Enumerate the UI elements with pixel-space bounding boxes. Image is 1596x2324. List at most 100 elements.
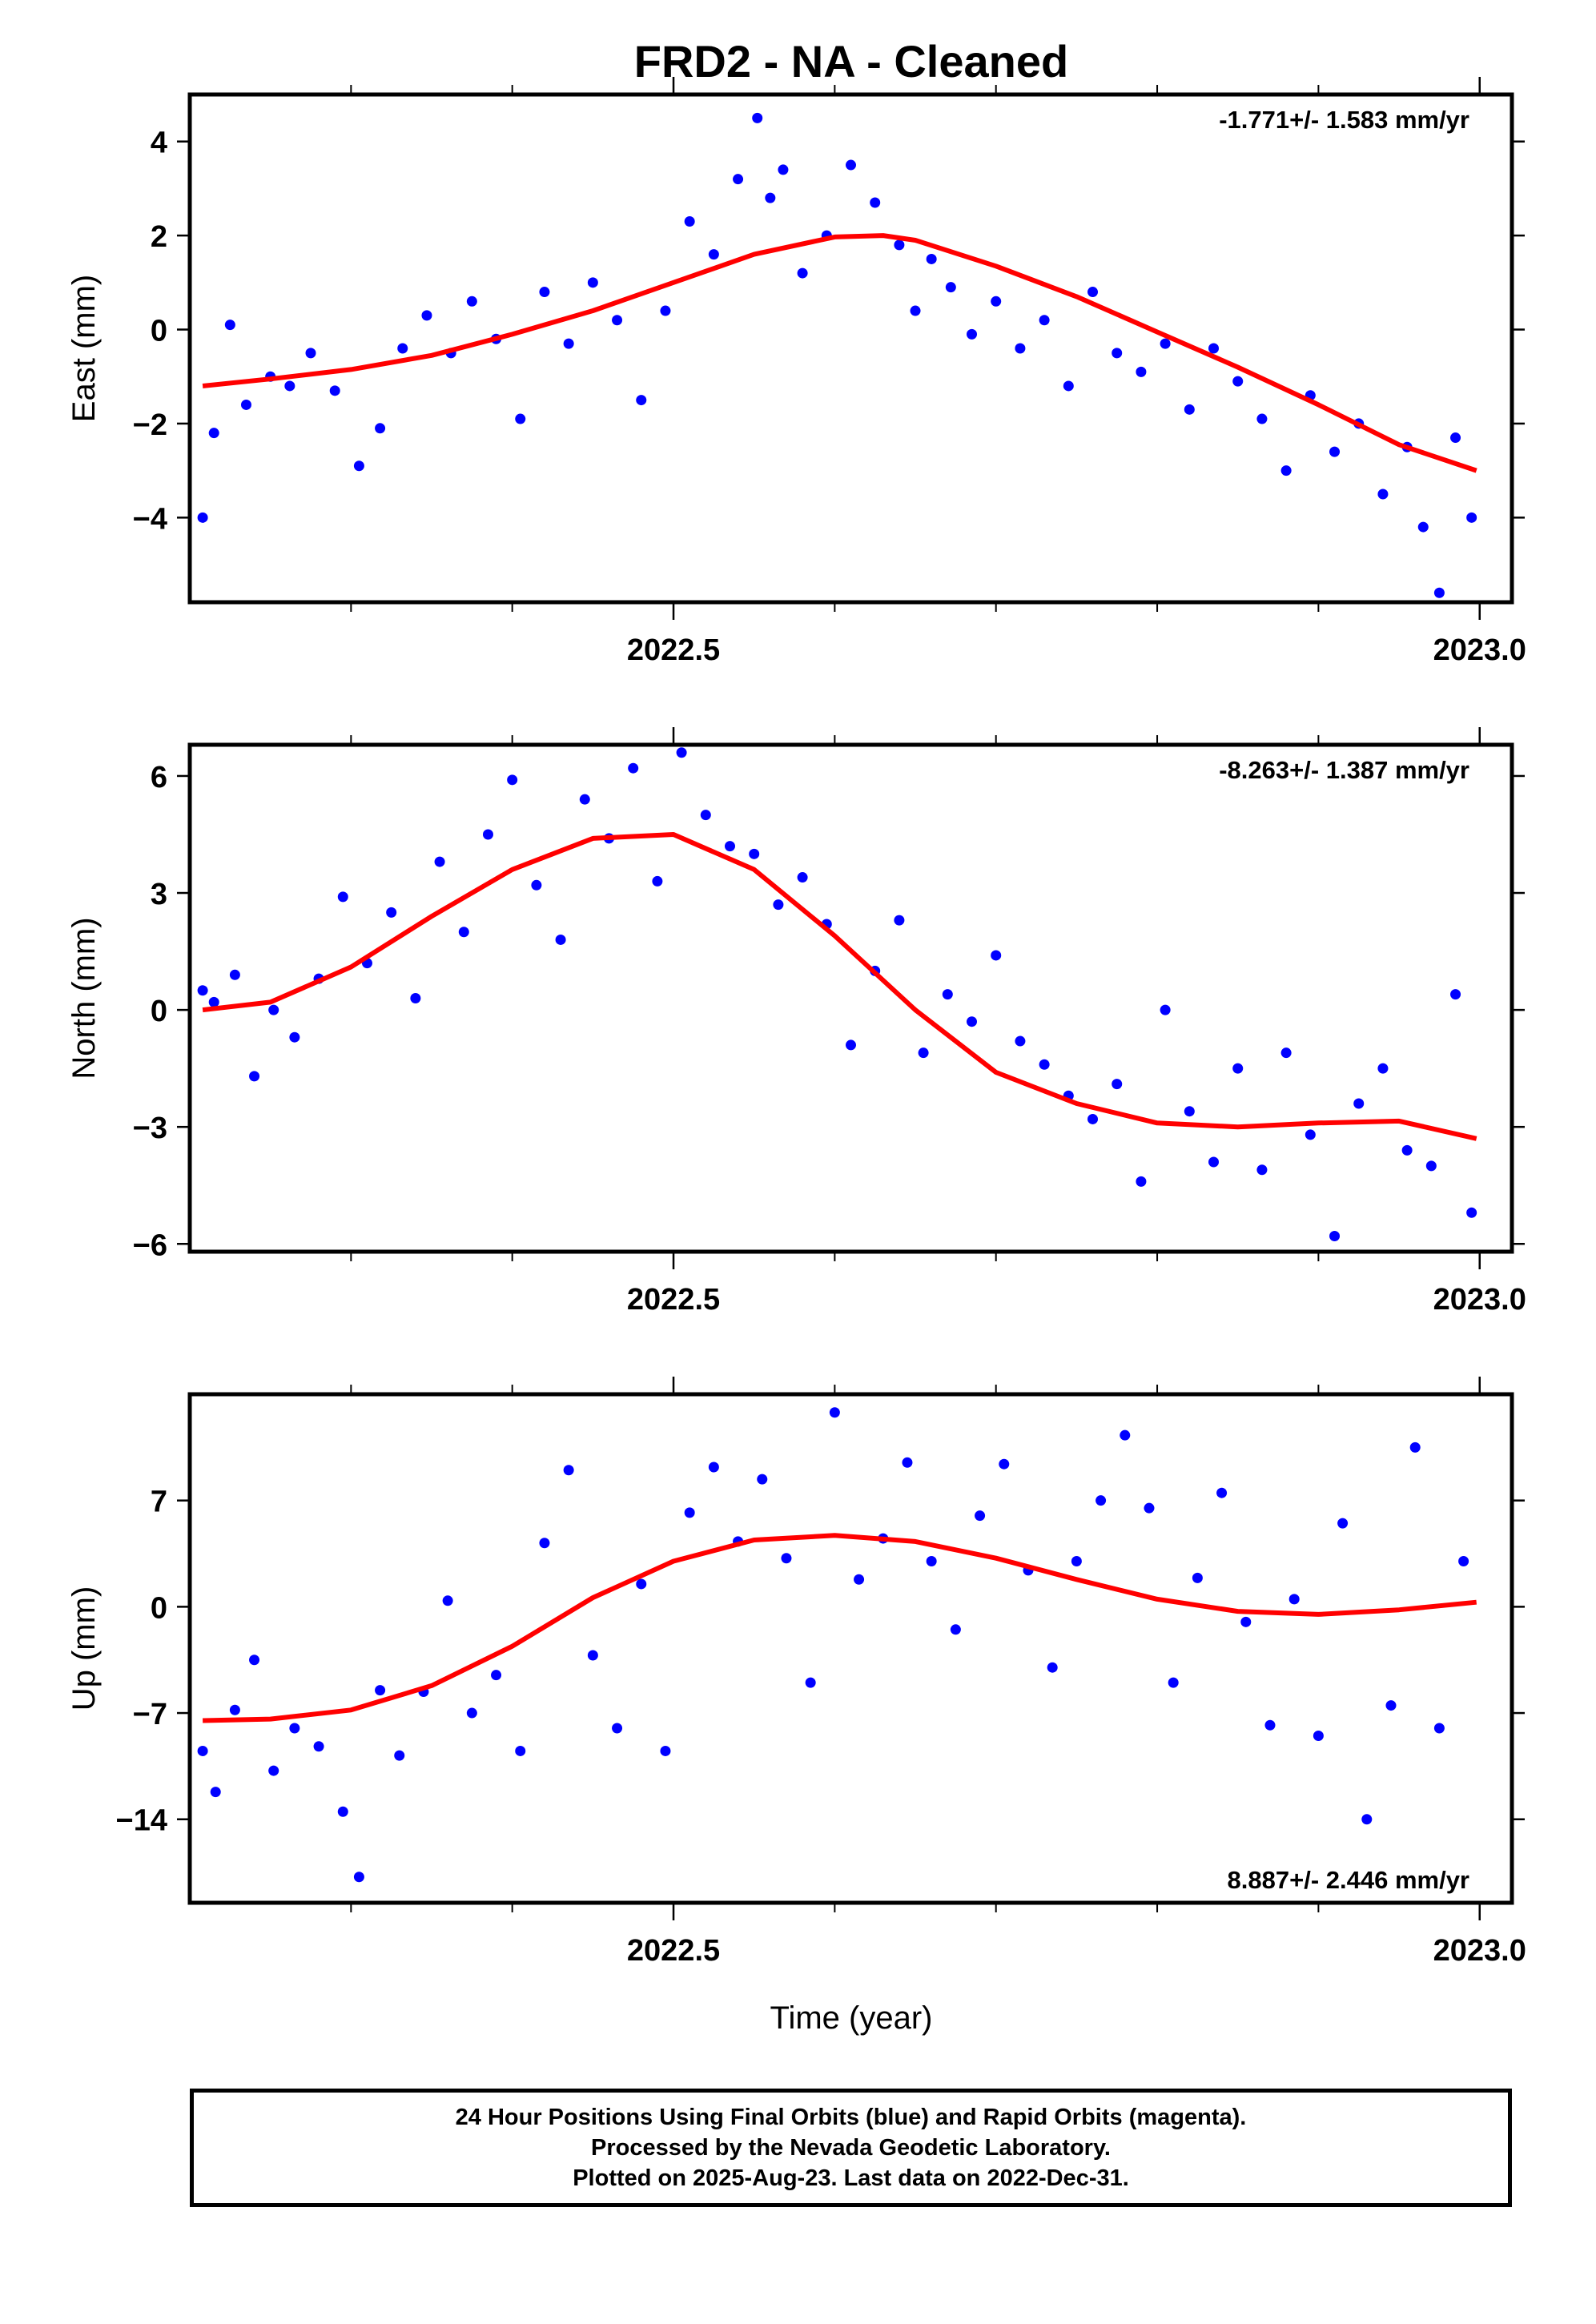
data-point bbox=[515, 1745, 526, 1756]
footer-box: 24 Hour Positions Using Final Orbits (bl… bbox=[190, 2089, 1512, 2207]
data-point bbox=[1458, 1556, 1469, 1567]
y-tick-label: −2 bbox=[133, 408, 167, 442]
y-axis-label: North (mm) bbox=[66, 917, 102, 1079]
data-point bbox=[1466, 512, 1477, 523]
x-tick-label: 2023.0 bbox=[1433, 633, 1526, 667]
data-point bbox=[926, 1556, 937, 1567]
data-point bbox=[1385, 1700, 1397, 1711]
data-point bbox=[765, 192, 776, 203]
footer-line-3: Plotted on 2025-Aug-23. Last data on 202… bbox=[573, 2165, 1129, 2191]
data-point bbox=[1232, 376, 1244, 387]
data-point bbox=[197, 1745, 208, 1756]
data-point bbox=[329, 385, 340, 396]
y-tick-label: 2 bbox=[151, 220, 167, 254]
data-point bbox=[579, 794, 590, 805]
x-tick-label: 2023.0 bbox=[1433, 1934, 1526, 1968]
data-point bbox=[210, 1787, 221, 1798]
footer-line-1: 24 Hour Positions Using Final Orbits (bl… bbox=[455, 2105, 1247, 2130]
data-point bbox=[684, 216, 695, 227]
data-point bbox=[918, 1047, 929, 1059]
rate-label: 8.887+/- 2.446 mm/yr bbox=[1228, 1866, 1469, 1894]
data-point bbox=[458, 927, 469, 938]
x-tick-label: 2022.5 bbox=[627, 633, 720, 667]
data-point bbox=[249, 1071, 260, 1082]
data-point bbox=[773, 899, 784, 911]
y-tick-label: −4 bbox=[133, 502, 167, 536]
data-point bbox=[708, 1462, 719, 1473]
y-tick-label: 7 bbox=[151, 1486, 167, 1519]
data-point bbox=[991, 296, 1002, 307]
data-point bbox=[1015, 1035, 1026, 1047]
y-axis-label: Up (mm) bbox=[66, 1586, 102, 1711]
data-point bbox=[1329, 446, 1341, 457]
data-point bbox=[197, 985, 208, 996]
y-tick-label: −14 bbox=[116, 1804, 167, 1838]
data-point bbox=[894, 915, 905, 926]
data-point bbox=[910, 305, 921, 316]
data-point bbox=[846, 1039, 856, 1051]
y-tick-label: 0 bbox=[151, 315, 167, 348]
data-point bbox=[466, 1707, 477, 1719]
y-tick-label: −3 bbox=[133, 1112, 167, 1145]
data-point bbox=[1184, 1106, 1195, 1117]
data-point bbox=[628, 762, 639, 774]
data-point bbox=[197, 512, 208, 523]
y-axis-label: East (mm) bbox=[66, 275, 102, 422]
data-point bbox=[660, 1745, 671, 1756]
y-tick-label: −7 bbox=[133, 1698, 167, 1731]
y-tick-label: 0 bbox=[151, 1591, 167, 1625]
data-point bbox=[797, 267, 808, 279]
data-point bbox=[268, 1004, 279, 1015]
data-point bbox=[434, 856, 445, 867]
fit-curve bbox=[203, 1533, 1477, 1723]
data-point bbox=[397, 343, 408, 354]
data-point bbox=[1160, 338, 1171, 349]
data-point bbox=[636, 1578, 647, 1590]
data-point bbox=[1071, 1556, 1082, 1567]
fit-curve bbox=[202, 832, 1477, 1141]
y-tick-label: 6 bbox=[151, 761, 167, 794]
data-point bbox=[337, 891, 348, 903]
data-point bbox=[926, 253, 937, 264]
data-point bbox=[1329, 1231, 1341, 1242]
data-point bbox=[1401, 1144, 1413, 1156]
data-point bbox=[1192, 1572, 1203, 1583]
data-point bbox=[945, 282, 956, 293]
data-point bbox=[1240, 1616, 1252, 1627]
rate-label: -8.263+/- 1.387 mm/yr bbox=[1219, 756, 1469, 784]
y-tick-label: 0 bbox=[151, 995, 167, 1028]
data-point bbox=[587, 277, 598, 288]
data-point bbox=[442, 1595, 453, 1606]
data-point bbox=[1256, 1164, 1268, 1176]
data-point bbox=[708, 249, 719, 260]
data-point bbox=[563, 338, 574, 349]
data-point bbox=[507, 774, 518, 786]
y-tick-label: 4 bbox=[151, 127, 167, 160]
data-point bbox=[1063, 380, 1074, 392]
data-point bbox=[652, 875, 663, 887]
data-point bbox=[289, 1723, 300, 1734]
plot-frame bbox=[187, 1392, 1514, 1905]
data-point bbox=[1047, 1662, 1058, 1673]
data-point bbox=[421, 310, 432, 321]
data-point bbox=[1433, 1723, 1445, 1734]
data-point bbox=[305, 348, 316, 359]
data-point bbox=[482, 829, 493, 840]
data-point bbox=[353, 1872, 364, 1883]
x-axis-label: Time (year) bbox=[770, 2000, 933, 2036]
data-point bbox=[353, 460, 364, 472]
data-point bbox=[1144, 1502, 1155, 1514]
data-point bbox=[781, 1553, 792, 1564]
x-tick-label: 2023.0 bbox=[1433, 1283, 1526, 1317]
data-point bbox=[1466, 1207, 1477, 1218]
data-point bbox=[1409, 1441, 1421, 1453]
data-point bbox=[1216, 1487, 1228, 1498]
fit-curve bbox=[202, 233, 1477, 473]
data-point bbox=[208, 996, 219, 1007]
data-point bbox=[1425, 1160, 1437, 1172]
data-point bbox=[612, 315, 623, 326]
data-point bbox=[375, 423, 386, 434]
data-point bbox=[394, 1750, 405, 1761]
data-point bbox=[1450, 432, 1461, 444]
data-point bbox=[1120, 1429, 1131, 1441]
